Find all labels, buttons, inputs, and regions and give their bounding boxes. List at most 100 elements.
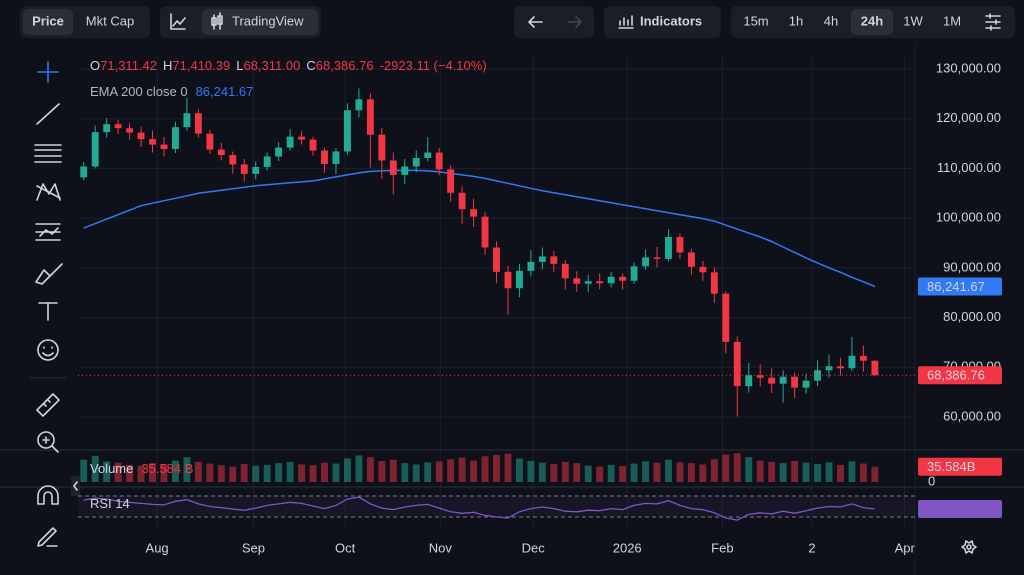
candle-body <box>309 139 317 151</box>
candle-body <box>619 276 627 281</box>
source-button[interactable] <box>202 9 318 35</box>
volume-bar <box>470 460 478 482</box>
volume-bar <box>263 464 271 482</box>
candle-body <box>699 266 707 273</box>
brush-tool[interactable] <box>35 263 63 285</box>
tab[interactable]: Mkt Cap <box>86 13 134 28</box>
candle-body <box>848 355 856 369</box>
volume-bar <box>103 461 111 482</box>
edit-tool[interactable] <box>37 527 58 547</box>
candle-body <box>837 366 844 369</box>
volume-bar <box>217 465 225 482</box>
projection-tool[interactable] <box>35 223 61 241</box>
candle-body <box>768 377 776 384</box>
magnet-tool[interactable] <box>37 485 59 505</box>
volume-bar <box>298 464 306 482</box>
candle-body <box>172 127 179 150</box>
candle-body <box>859 355 867 361</box>
volume-bar <box>515 458 523 482</box>
candle-body <box>252 166 260 174</box>
candle-body <box>389 160 397 175</box>
candle-body <box>240 164 248 174</box>
candle-body <box>642 257 649 267</box>
x-tick-label: Dec <box>522 540 546 555</box>
ruler-tool[interactable] <box>36 393 60 417</box>
candle-body <box>321 150 328 164</box>
candle-body <box>137 132 145 140</box>
volume-bar <box>596 466 604 482</box>
candle-body <box>493 247 500 272</box>
volume-bar <box>458 457 466 482</box>
interval[interactable]: 1M <box>943 13 961 28</box>
interval[interactable]: 1h <box>789 13 803 28</box>
tab[interactable]: Price <box>32 13 64 28</box>
pattern-tool[interactable] <box>36 183 61 201</box>
volume-bar <box>814 464 821 482</box>
redo[interactable] <box>567 16 582 28</box>
candle-body <box>515 270 523 289</box>
ema-line <box>83 169 876 288</box>
volume-bar <box>779 463 787 482</box>
interval[interactable]: 4h <box>824 13 838 28</box>
grid <box>0 44 1024 575</box>
candle-body <box>80 166 88 178</box>
volume-bar <box>321 462 328 482</box>
volume-bar <box>848 461 856 482</box>
volume-tick-label: 0 <box>928 473 935 488</box>
indicators-button[interactable] <box>604 6 721 38</box>
settings-icon[interactable] <box>985 13 1001 31</box>
volume-bar <box>252 465 260 482</box>
volume-name: Volume <box>90 461 133 476</box>
interval[interactable]: 1W <box>903 13 923 28</box>
volume-bar <box>275 463 283 482</box>
interval[interactable]: 15m <box>743 13 768 28</box>
chart-type-icon[interactable] <box>170 13 186 30</box>
volume-bar <box>114 462 122 482</box>
candle-body <box>275 147 283 157</box>
tab-active <box>23 9 73 35</box>
axis-settings[interactable] <box>961 540 977 554</box>
candle-body <box>114 124 122 129</box>
candle-body <box>481 216 489 248</box>
candle-body <box>814 370 821 381</box>
volume-bar <box>584 465 592 482</box>
candle-body <box>779 376 787 384</box>
volume-bar <box>687 463 695 482</box>
volume-bar <box>871 466 879 482</box>
volume-bar <box>493 455 500 482</box>
volume-bar <box>527 461 535 482</box>
candle-body <box>561 263 569 279</box>
candle-body <box>332 151 340 164</box>
volume-bar <box>412 464 420 482</box>
candle-body <box>424 152 432 158</box>
interval[interactable]: 24h <box>861 13 883 28</box>
emoji-tool[interactable] <box>37 339 59 361</box>
ema-name: EMA 200 close 0 <box>90 84 188 99</box>
volume-bar <box>126 464 134 482</box>
crosshair-tool[interactable] <box>37 61 59 83</box>
volume-bar <box>573 463 581 482</box>
volume-bar <box>791 461 799 482</box>
indicators-label[interactable]: Indicators <box>640 13 702 28</box>
fib-tool[interactable] <box>34 144 62 163</box>
x-tick-label: 2 <box>808 540 815 555</box>
volume-bar <box>206 463 214 482</box>
trend-line-tool[interactable] <box>36 103 60 125</box>
candle-body <box>630 266 638 281</box>
volume-bar <box>837 464 844 482</box>
candle-body <box>527 261 535 271</box>
volume-bar <box>550 464 558 482</box>
rsi-tag-box <box>918 499 1002 518</box>
ema-value: 86,241.67 <box>196 84 254 99</box>
source-label[interactable]: TradingView <box>232 13 304 28</box>
text-tool[interactable] <box>38 302 58 321</box>
candle-body <box>596 281 604 284</box>
candle-body <box>745 375 753 387</box>
volume-bar <box>733 453 741 482</box>
candle-body <box>217 149 225 156</box>
candle-body <box>710 272 718 294</box>
rsi-legend: RSI 14 <box>90 496 130 511</box>
undo[interactable] <box>528 16 543 28</box>
zoom-tool[interactable] <box>37 431 55 449</box>
collapse-handle[interactable] <box>71 476 80 496</box>
